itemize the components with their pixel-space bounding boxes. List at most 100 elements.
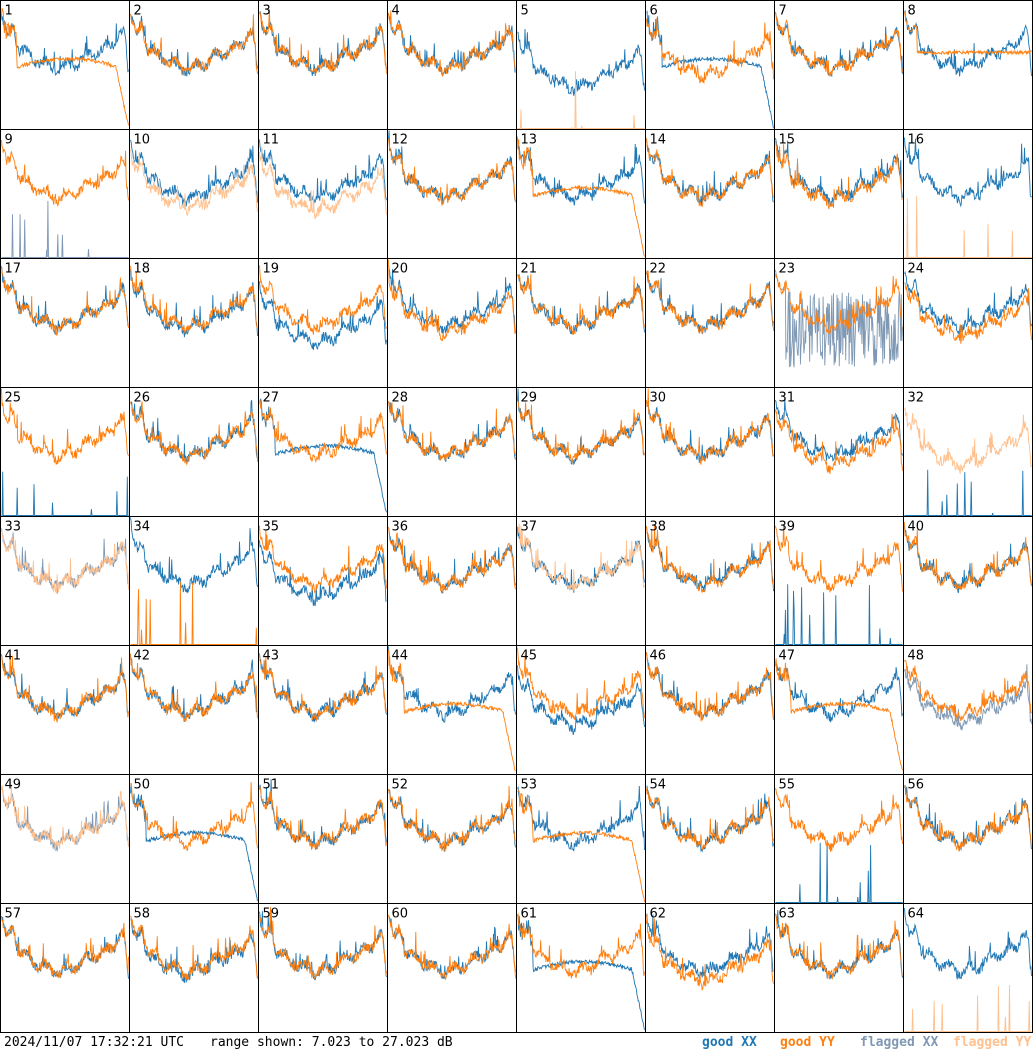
series-yy-panel-44 [388, 649, 516, 772]
panel-label: 6 [650, 4, 658, 19]
panel-5: 5 [516, 0, 646, 130]
series-xx-panel-24 [904, 270, 1032, 335]
series-xx-panel-40 [904, 525, 1032, 594]
series-yy-panel-3 [259, 9, 387, 74]
panel-label: 7 [779, 4, 787, 19]
panel-label: 14 [650, 133, 667, 148]
panel-label: 20 [392, 262, 409, 277]
panel-frame [129, 516, 259, 646]
series-xx-panel-39 [775, 584, 903, 645]
series-yy-panel-1 [1, 7, 129, 126]
series-yy-panel-48 [904, 659, 1032, 722]
panel-7: 7 [774, 0, 904, 130]
panel-37: 37 [516, 516, 646, 646]
panel-label: 31 [779, 391, 796, 406]
series-yy-panel-15 [775, 141, 903, 210]
series-yy-panel-21 [517, 274, 645, 335]
series-yy-panel-5 [517, 71, 645, 129]
panel-label: 62 [650, 907, 667, 922]
panel-label: 49 [5, 778, 22, 793]
panel-57: 57 [0, 903, 130, 1033]
series-yy-panel-20 [388, 259, 516, 342]
legend-good-xx: good XX [702, 1035, 757, 1050]
series-yy-panel-50 [130, 782, 258, 852]
panel-43: 43 [258, 645, 388, 775]
series-xx-panel-25 [1, 471, 129, 516]
panel-38: 38 [645, 516, 775, 646]
panel-28: 28 [387, 387, 517, 517]
series-xx-panel-10 [130, 139, 258, 207]
panel-24: 24 [903, 258, 1033, 388]
panel-frame [258, 516, 388, 646]
panel-20: 20 [387, 258, 517, 388]
series-yy-panel-14 [646, 138, 774, 208]
panel-22: 22 [645, 258, 775, 388]
series-yy-panel-37 [517, 523, 645, 592]
series-yy-panel-27 [259, 399, 387, 463]
panel-42: 42 [129, 645, 259, 775]
panel-11: 11 [258, 129, 388, 259]
series-xx-panel-62 [646, 914, 774, 979]
series-xx-panel-9 [1, 200, 129, 258]
panel-label: 52 [392, 778, 409, 793]
panel-31: 31 [774, 387, 904, 517]
series-yy-panel-26 [130, 401, 258, 466]
series-yy-panel-8 [904, 11, 1032, 56]
legend-flagged-xx: flagged XX [860, 1035, 939, 1050]
series-yy-panel-49 [1, 784, 129, 851]
panel-label: 46 [650, 649, 667, 664]
panel-60: 60 [387, 903, 517, 1033]
panel-47: 47 [774, 645, 904, 775]
series-yy-panel-17 [1, 266, 129, 336]
panel-label: 4 [392, 4, 400, 19]
panel-label: 28 [392, 391, 409, 406]
series-yy-panel-9 [1, 140, 129, 207]
series-yy-panel-19 [259, 265, 387, 335]
panel-frame [258, 645, 388, 775]
panel-label: 25 [5, 391, 22, 406]
panel-label: 21 [521, 262, 538, 277]
panel-53: 53 [516, 774, 646, 904]
panel-34: 34 [129, 516, 259, 646]
panel-62: 62 [645, 903, 775, 1033]
panel-label: 10 [134, 133, 151, 148]
series-yy-panel-47 [775, 658, 903, 771]
panel-label: 64 [908, 907, 925, 922]
series-yy-panel-54 [646, 788, 774, 851]
series-xx-panel-44 [388, 646, 516, 723]
panel-label: 54 [650, 778, 667, 793]
panel-frame [387, 903, 517, 1033]
series-yy-panel-32 [904, 407, 1032, 474]
panel-56: 56 [903, 774, 1033, 904]
series-yy-panel-7 [775, 11, 903, 76]
panel-15: 15 [774, 129, 904, 259]
series-xx-panel-35 [259, 540, 387, 607]
series-xx-panel-27 [259, 398, 387, 513]
panel-3: 3 [258, 0, 388, 130]
panel-41: 41 [0, 645, 130, 775]
panel-frame [903, 0, 1033, 130]
series-xx-panel-61 [517, 914, 645, 1030]
panel-40: 40 [903, 516, 1033, 646]
panel-49: 49 [0, 774, 130, 904]
series-yy-panel-6 [646, 17, 774, 85]
series-yy-panel-56 [904, 784, 1032, 852]
panel-17: 17 [0, 258, 130, 388]
panel-4: 4 [387, 0, 517, 130]
series-yy-panel-36 [388, 527, 516, 594]
series-xx-panel-5 [517, 28, 645, 96]
panel-13: 13 [516, 129, 646, 259]
series-yy-panel-29 [517, 400, 645, 464]
series-yy-panel-58 [130, 915, 258, 980]
panel-label: 58 [134, 907, 151, 922]
series-yy-panel-13 [517, 136, 645, 257]
panel-label: 22 [650, 262, 667, 277]
panel-label: 11 [263, 133, 280, 148]
panel-33: 33 [0, 516, 130, 646]
panel-label: 61 [521, 907, 538, 922]
panel-63: 63 [774, 903, 904, 1033]
panel-50: 50 [129, 774, 259, 904]
panel-46: 46 [645, 645, 775, 775]
panel-label: 60 [392, 907, 409, 922]
